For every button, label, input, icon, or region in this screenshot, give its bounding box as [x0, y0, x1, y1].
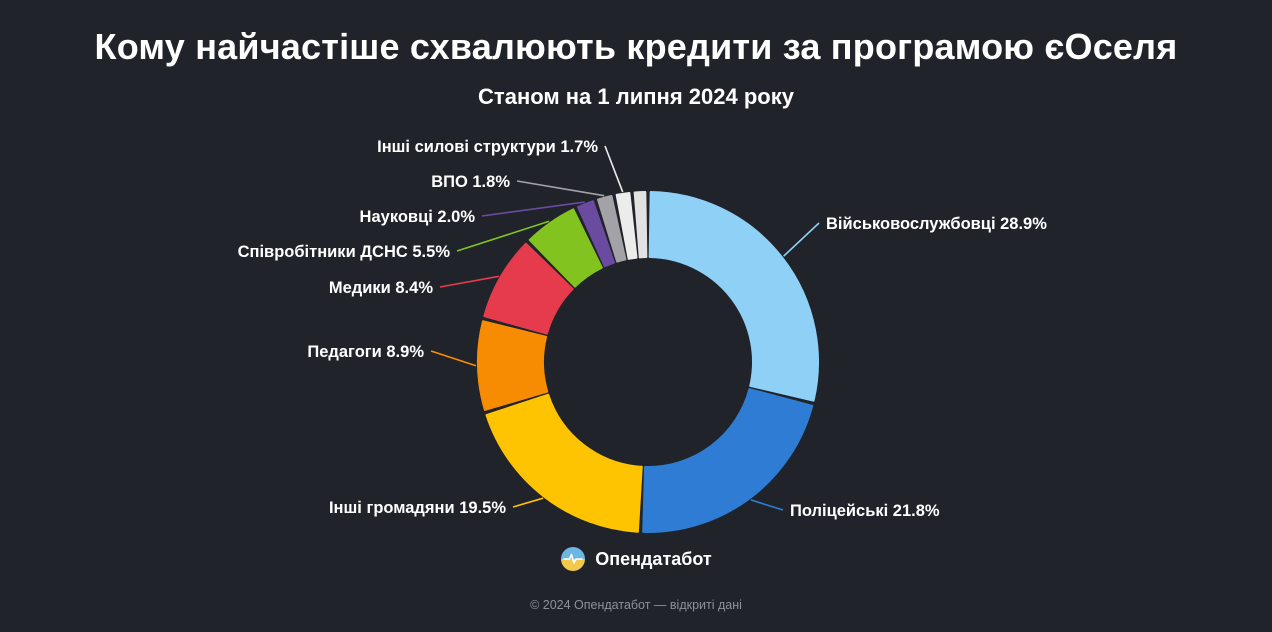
label-line-5	[456, 220, 550, 252]
label-line-3	[430, 350, 477, 367]
segment-label-5: Співробітники ДСНС 5.5%	[238, 243, 451, 261]
donut-segment-6	[577, 200, 615, 268]
label-line-1	[750, 499, 784, 511]
segment-label-2: Інші громадяни 19.5%	[329, 499, 506, 517]
donut-segment-3	[477, 320, 549, 411]
label-line-4	[439, 275, 500, 288]
donut-segment-1	[642, 388, 814, 533]
segment-label-0: Військовослужбовці 28.9%	[826, 215, 1047, 233]
brand: Опендатабот	[0, 546, 1272, 572]
segment-label-7: ВПО 1.8%	[431, 173, 510, 191]
donut-segment-7	[597, 194, 627, 263]
donut-segment-2	[485, 393, 643, 533]
segment-label-3: Педагоги 8.9%	[307, 343, 424, 361]
page-title: Кому найчастіше схвалюють кредити за про…	[94, 26, 1178, 67]
segment-label-8: Інші силові структури 1.7%	[377, 138, 598, 156]
copyright-text: © 2024 Опендатабот — відкриті дані	[530, 598, 742, 612]
donut-segment-extra	[633, 191, 648, 259]
brand-name: Опендатабот	[595, 548, 712, 569]
label-line-8	[604, 145, 624, 193]
chart-subtitle: Станом на 1 липня 2024 року	[478, 84, 794, 109]
segment-label-1: Поліцейські 21.8%	[790, 502, 940, 520]
label-line-6	[481, 201, 585, 217]
opendatabot-logo-icon	[560, 546, 586, 572]
label-line-0	[783, 222, 820, 257]
donut-segment-5	[528, 208, 603, 288]
label-line-2	[512, 497, 544, 508]
segment-label-6: Науковці 2.0%	[360, 208, 476, 226]
segment-label-4: Медики 8.4%	[329, 279, 433, 297]
donut-segment-0	[648, 191, 819, 402]
donut-segment-4	[483, 242, 574, 335]
label-line-7	[516, 180, 605, 197]
donut-segment-8	[615, 192, 638, 260]
